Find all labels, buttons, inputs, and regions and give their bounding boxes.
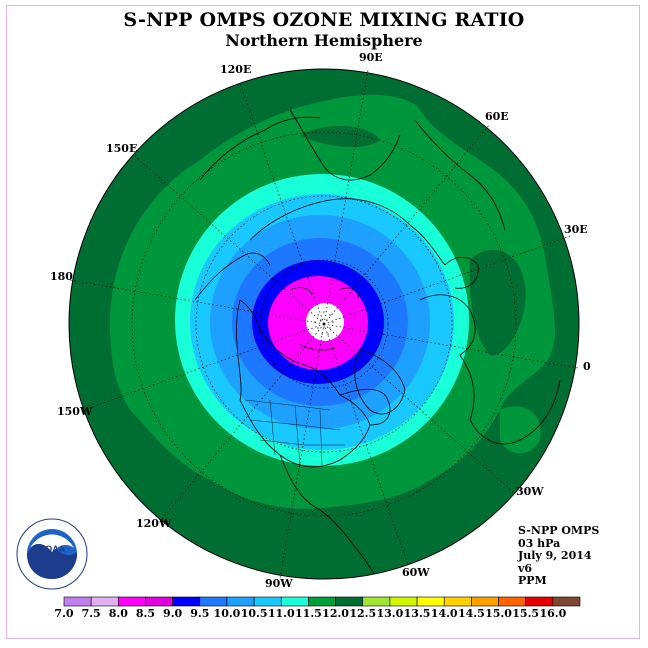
colorbar-tick-label: 15.0 [485,607,512,620]
info-level: 03 hPa [518,536,561,550]
lon-label-30w: 30W [516,485,544,498]
colorbar-swatch [280,596,309,607]
lon-label-90e: 90E [359,51,383,64]
info-block: S-NPP OMPS 03 hPa July 9, 2014 v6 PPM [518,524,600,588]
graticule [69,69,579,579]
map-subtitle: Northern Hemisphere [225,31,423,50]
noaa-logo-text: NOAA [39,544,66,554]
lon-label-120w: 120W [136,517,172,530]
colorbar-tick-label: 8.0 [109,607,128,620]
lon-label-150e: 150E [106,142,137,155]
colorbar-tick-label: 10.5 [241,607,268,620]
lon-label-180: 180 [50,270,73,283]
colorbar-tick-label: 13.0 [376,607,403,620]
colorbar-tick-label: 16.0 [539,607,566,620]
colorbar-tick-label: 14.0 [431,607,458,620]
colorbar-swatch [253,596,282,607]
info-date: July 9, 2014 [518,549,592,562]
colorbar-swatch [552,596,581,607]
colorbar-swatch [308,596,336,607]
colorbar-swatch [525,596,554,607]
colorbar-swatch [118,596,146,607]
lon-label-90w: 90W [265,577,293,590]
colorbar: 7.0 7.5 8.0 8.5 9.0 9.5 10.0 10.5 11.0 11.5 12.0 12… [54,596,581,620]
colorbar-tick-label: 7.5 [82,607,101,620]
colorbar-tick-label: 11.0 [268,607,295,620]
colorbar-swatch [416,596,445,607]
colorbar-swatch [145,596,173,607]
lon-label-30e: 30E [564,223,588,236]
lighter-patch-se [500,406,541,454]
pole-no-data [306,303,344,341]
colorbar-tick-label: 13.5 [404,607,431,620]
map-border [68,68,580,580]
colorbar-swatch [63,596,92,607]
lon-label-60e: 60E [485,110,509,123]
lon-label-120e: 120E [220,63,251,76]
dark-patch-east [469,249,526,356]
colorbar-tick-label: 14.5 [458,607,485,620]
colorbar-tick-label: 10.0 [214,607,241,620]
colorbar-swatch [226,596,255,607]
pole-dots [314,311,334,335]
info-unit: PPM [518,574,547,587]
noaa-logo: NOAA [16,518,88,590]
colorbar-tick-label: 9.5 [190,607,209,620]
colorbar-tick-label: 9.0 [163,607,182,620]
colorbar-tick-label: 15.5 [512,607,539,620]
colorbar-swatch [471,596,499,607]
dark-patch-north [300,125,380,147]
colorbar-swatch [90,596,119,607]
colorbar-tick-label: 12.0 [322,607,349,620]
map-title: S-NPP OMPS OZONE MIXING RATIO [123,9,525,31]
lon-label-0: 0 [583,360,591,373]
colorbar-tick-label: 8.5 [136,607,155,620]
colorbar-swatch [172,596,201,607]
colorbar-tick-label: 12.5 [349,607,376,620]
info-version: v6 [518,561,533,575]
info-instrument: S-NPP OMPS [518,524,600,537]
colorbar-swatch [389,596,418,607]
colorbar-swatch [199,596,228,607]
colorbar-swatch [362,596,391,607]
plot-frame [6,5,640,639]
colorbar-tick-label: 11.5 [295,607,322,620]
colorbar-swatch [498,596,526,607]
colorbar-tick-label: 7.0 [54,607,73,620]
lon-label-150w: 150W [57,405,93,418]
admin-boundaries [244,399,345,466]
colorbar-swatch [335,596,364,607]
lon-label-60w: 60W [402,566,430,579]
colorbar-swatch [443,596,472,607]
